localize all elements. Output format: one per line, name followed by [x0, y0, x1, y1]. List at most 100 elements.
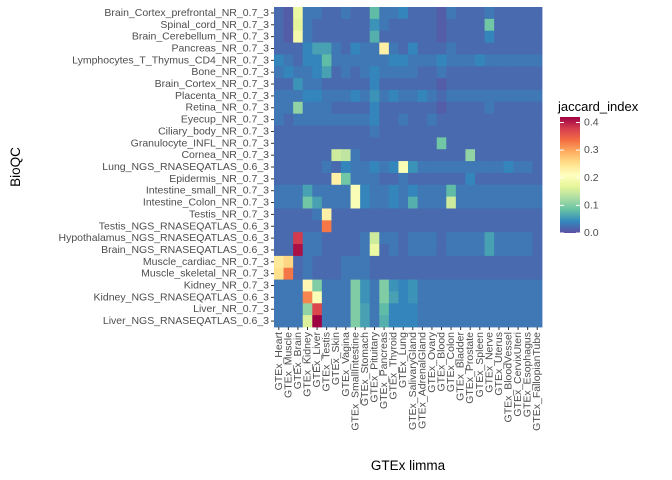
- heatmap-cell: [494, 279, 505, 292]
- y-tick-label: Lymphocytes_T_Thymus_CD4_NR_0.7_3: [72, 54, 269, 66]
- heatmap-cell: [293, 279, 304, 292]
- heatmap-cell: [455, 30, 466, 43]
- heatmap-cell: [475, 255, 485, 269]
- heatmap-cell: [360, 161, 371, 174]
- heatmap-cell: [341, 267, 351, 280]
- heatmap-cell: [427, 303, 438, 316]
- heatmap-cell: [331, 279, 342, 292]
- heatmap-cell: [283, 244, 294, 257]
- heatmap-cell: [369, 78, 380, 91]
- heatmap-cell: [436, 89, 447, 103]
- heatmap-cell: [312, 172, 323, 186]
- heatmap-cell: [455, 279, 466, 292]
- heatmap-cell: [302, 7, 313, 20]
- heatmap-cell: [360, 291, 371, 304]
- heatmap-cell: [331, 315, 342, 328]
- heatmap-cell: [331, 30, 342, 43]
- heatmap-cell: [350, 279, 361, 292]
- heatmap-cell: [274, 315, 284, 328]
- heatmap-cell: [398, 208, 409, 221]
- heatmap-cell: [283, 113, 294, 126]
- heatmap-cell: [436, 303, 447, 316]
- y-tick-label: Eyecup_NR_0.7_3: [181, 114, 269, 126]
- heatmap-cell: [465, 232, 476, 245]
- heatmap-cell: [484, 196, 495, 209]
- heatmap-cell: [475, 137, 485, 150]
- heatmap-cell: [283, 291, 294, 304]
- heatmap-cell: [465, 303, 476, 316]
- heatmap-cell: [522, 267, 533, 280]
- heatmap-cell: [312, 30, 323, 43]
- heatmap-cell: [446, 30, 457, 43]
- heatmap-cell: [436, 279, 447, 292]
- heatmap-cell: [484, 279, 495, 292]
- heatmap-cell: [417, 196, 428, 209]
- heatmap-cell: [513, 184, 524, 198]
- heatmap-cell: [408, 220, 418, 233]
- heatmap-cell: [388, 196, 399, 209]
- heatmap-cell: [283, 196, 294, 209]
- heatmap-cell: [321, 255, 332, 269]
- heatmap-cell: [293, 7, 304, 20]
- y-tick-label: Pancreas_NR_0.7_3: [172, 42, 270, 54]
- heatmap-cell: [427, 291, 438, 304]
- heatmap-cell: [274, 232, 284, 245]
- heatmap-cell: [475, 244, 485, 257]
- heatmap-cell: [455, 137, 466, 150]
- heatmap-cell: [360, 172, 371, 186]
- heatmap-cell: [302, 220, 313, 233]
- heatmap-cell: [341, 137, 351, 150]
- y-tick-label: Testis_NR_0.7_3: [189, 208, 269, 220]
- heatmap-cell: [427, 101, 438, 115]
- heatmap-cell: [350, 255, 361, 269]
- x-tick-label: GTEx_Brain: [292, 332, 304, 389]
- heatmap-cell: [408, 101, 418, 115]
- heatmap-cell: [446, 78, 457, 91]
- heatmap-cell: [408, 7, 418, 20]
- heatmap-cell: [321, 184, 332, 198]
- heatmap-cell: [513, 267, 524, 280]
- heatmap-cell: [350, 303, 361, 316]
- heatmap-cell: [503, 232, 514, 245]
- heatmap-cell: [388, 220, 399, 233]
- heatmap-cell: [350, 7, 361, 20]
- heatmap-cell: [484, 172, 495, 186]
- heatmap-cell: [494, 66, 505, 79]
- heatmap-cell: [475, 220, 485, 233]
- x-tick-label: GTEx_SmallIntestine: [349, 332, 361, 431]
- x-tick-label: GTEx_Blood: [436, 332, 448, 392]
- heatmap-cell: [417, 42, 428, 55]
- heatmap-cell: [331, 232, 342, 245]
- heatmap-cell: [274, 161, 284, 174]
- heatmap-cell: [446, 66, 457, 79]
- heatmap-cell: [331, 220, 342, 233]
- heatmap-cell: [312, 315, 323, 328]
- heatmap-cell: [417, 220, 428, 233]
- heatmap-cell: [341, 255, 351, 269]
- heatmap-cell: [436, 244, 447, 257]
- heatmap-cell: [388, 89, 399, 103]
- heatmap-cell: [417, 66, 428, 79]
- heatmap-cell: [417, 172, 428, 186]
- heatmap-cell: [321, 279, 332, 292]
- heatmap-cell: [398, 18, 409, 32]
- heatmap-cell: [350, 161, 361, 174]
- heatmap-cell: [312, 113, 323, 126]
- heatmap-cell: [398, 303, 409, 316]
- heatmap-cell: [388, 244, 399, 257]
- y-tick-label: Brain_NGS_RNASEQATLAS_0.6_3: [101, 244, 269, 256]
- heatmap-cell: [532, 172, 543, 186]
- heatmap-cell: [293, 208, 304, 221]
- heatmap-cell: [283, 208, 294, 221]
- heatmap-cell: [360, 7, 371, 20]
- heatmap-cell: [494, 113, 505, 126]
- heatmap-cell: [302, 232, 313, 245]
- heatmap-cell: [283, 125, 294, 138]
- heatmap-cell: [302, 196, 313, 209]
- heatmap-cell: [408, 279, 418, 292]
- y-tick-label: Retina_NR_0.7_3: [186, 102, 270, 114]
- heatmap-cell: [436, 42, 447, 55]
- heatmap-cell: [455, 244, 466, 257]
- heatmap-cell: [436, 7, 447, 20]
- heatmap-cell: [302, 315, 313, 328]
